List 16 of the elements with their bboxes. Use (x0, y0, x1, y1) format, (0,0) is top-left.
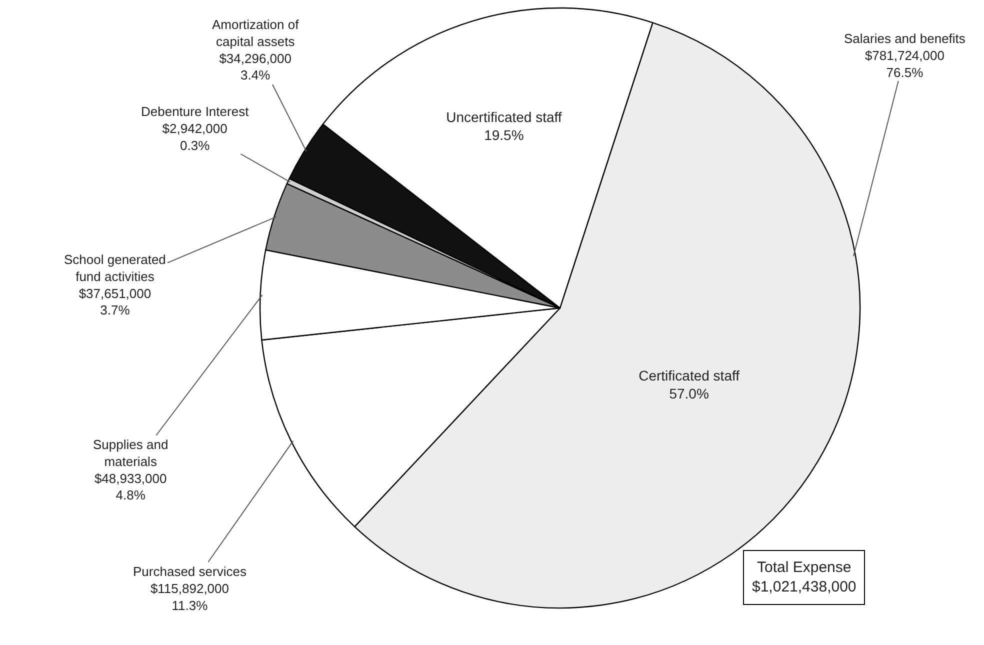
slice-label: Uncertificated staff (446, 108, 562, 125)
slice-label: Supplies and materials (93, 437, 168, 469)
slice-label: School generated fund activities (64, 252, 166, 284)
slice-label: Amortization of capital assets (212, 17, 300, 49)
data-label: $48,933,000 4.8% (94, 470, 167, 503)
slice-label: Purchased services (133, 564, 247, 579)
slice-label: Certificated staff (638, 367, 740, 384)
data-label: $34,296,000 3.4% (219, 50, 292, 83)
data-label: 19.5% (484, 127, 524, 144)
data-label: 57.0% (669, 385, 709, 402)
data-label: $115,892,000 11.3% (150, 580, 230, 613)
slice-label: Debenture Interest (141, 104, 250, 119)
data-label: $37,651,000 3.7% (78, 286, 152, 318)
data-label: $2,942,000 0.3% (162, 120, 228, 153)
text: Salaries and benefits $781,724,000 76.5% (844, 31, 966, 80)
text: Total Expense $1,021,438,000 (752, 559, 856, 596)
